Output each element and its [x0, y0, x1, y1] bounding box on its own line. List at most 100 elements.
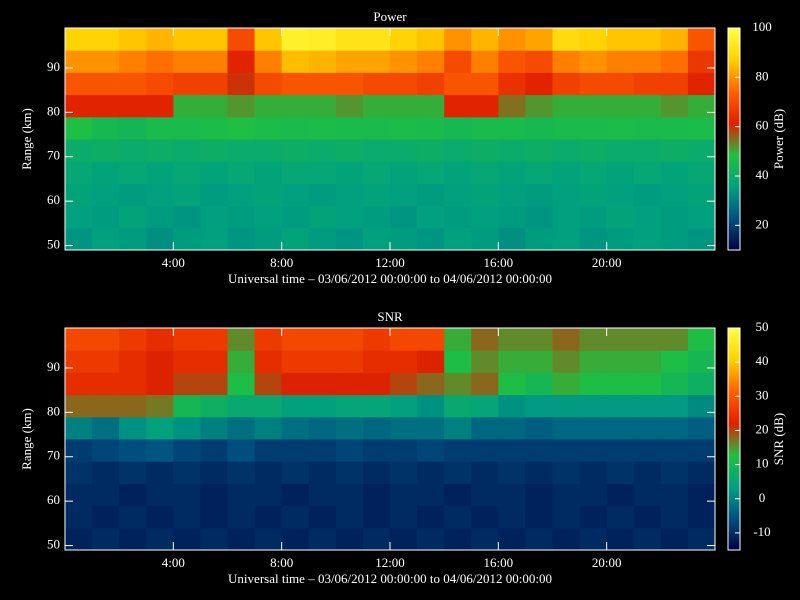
- cell: [281, 350, 310, 373]
- cell: [146, 227, 174, 251]
- colorbar-swatch: [728, 476, 740, 479]
- x-tick-label: 16:00: [484, 555, 514, 570]
- cell: [200, 439, 228, 462]
- cell: [687, 483, 716, 507]
- cell: [200, 161, 228, 184]
- cell: [119, 483, 147, 507]
- cell: [525, 139, 553, 162]
- colorbar-swatch: [728, 456, 740, 459]
- colorbar-swatch: [728, 64, 740, 67]
- cell: [92, 483, 120, 507]
- cell: [173, 483, 201, 507]
- colorbar-swatch: [728, 202, 740, 205]
- cell: [687, 394, 716, 418]
- y-tick-label: 70: [47, 448, 60, 463]
- cell: [65, 28, 93, 51]
- cell: [525, 350, 553, 373]
- cell: [444, 94, 472, 118]
- cell: [606, 161, 635, 184]
- cell: [362, 28, 391, 51]
- colorbar-swatch: [728, 504, 740, 507]
- cell: [633, 94, 662, 118]
- colorbar-swatch: [728, 210, 740, 213]
- colorbar-swatch: [728, 78, 740, 81]
- colorbar-swatch: [728, 412, 740, 415]
- colorbar-swatch: [728, 448, 740, 451]
- colorbar-swatch: [728, 246, 740, 249]
- colorbar-swatch: [728, 508, 740, 511]
- cell: [254, 205, 283, 229]
- colorbar-label: SNR (dB): [771, 413, 786, 465]
- cell: [92, 139, 120, 162]
- cell: [119, 28, 147, 51]
- cell: [417, 116, 445, 140]
- colorbar-swatch: [728, 60, 740, 63]
- cell: [65, 483, 93, 507]
- colorbar-swatch: [728, 394, 740, 397]
- cell: [417, 416, 445, 440]
- cell: [92, 227, 120, 251]
- cell: [227, 227, 256, 251]
- cell: [281, 483, 310, 507]
- cell: [444, 372, 472, 396]
- colorbar-tick-label: 10: [756, 456, 769, 471]
- cell: [552, 94, 581, 118]
- colorbar-swatch: [728, 148, 740, 151]
- cell: [227, 183, 256, 207]
- cell: [281, 505, 310, 529]
- cell: [498, 350, 526, 373]
- colorbar-swatch: [728, 452, 740, 455]
- y-tick-label: 50: [47, 237, 60, 252]
- cell: [119, 372, 147, 396]
- colorbar-swatch: [728, 126, 740, 129]
- cell: [146, 94, 174, 118]
- colorbar-swatch: [728, 238, 740, 241]
- colorbar-swatch: [728, 518, 740, 521]
- colorbar-swatch: [728, 466, 740, 469]
- cell: [660, 328, 689, 351]
- cell: [687, 372, 716, 396]
- cell: [471, 94, 499, 118]
- colorbar-swatch: [728, 98, 740, 101]
- colorbar-swatch: [728, 112, 740, 115]
- cell: [335, 72, 364, 96]
- colorbar-swatch: [728, 106, 740, 109]
- colorbar-swatch: [728, 500, 740, 503]
- colorbar-swatch: [728, 372, 740, 375]
- colorbar-swatch: [728, 192, 740, 195]
- cell: [173, 50, 201, 73]
- cell: [444, 227, 472, 251]
- colorbar-swatch: [728, 446, 740, 449]
- colorbar-swatch: [728, 62, 740, 65]
- cell: [471, 183, 499, 207]
- cell: [227, 328, 256, 351]
- colorbar-swatch: [728, 118, 740, 121]
- colorbar-swatch: [728, 514, 740, 517]
- cell: [254, 94, 283, 118]
- cell: [254, 116, 283, 140]
- cell: [687, 416, 716, 440]
- cell: [146, 28, 174, 51]
- cell: [471, 116, 499, 140]
- colorbar-swatch: [728, 342, 740, 345]
- colorbar-swatch: [728, 536, 740, 539]
- cell: [444, 394, 472, 418]
- cell: [227, 139, 256, 162]
- cell: [525, 161, 553, 184]
- cell: [687, 183, 716, 207]
- cell: [660, 50, 689, 73]
- cell: [390, 227, 418, 251]
- cell: [362, 161, 391, 184]
- cell: [119, 227, 147, 251]
- cell: [362, 394, 391, 418]
- colorbar-swatch: [728, 234, 740, 237]
- cell: [633, 205, 662, 229]
- cell: [606, 94, 635, 118]
- colorbar-swatch: [728, 50, 740, 53]
- colorbar-swatch: [728, 384, 740, 387]
- colorbar-swatch: [728, 440, 740, 443]
- cell: [390, 50, 418, 73]
- y-tick-label: 70: [47, 148, 60, 163]
- cell: [92, 72, 120, 96]
- cell: [92, 416, 120, 440]
